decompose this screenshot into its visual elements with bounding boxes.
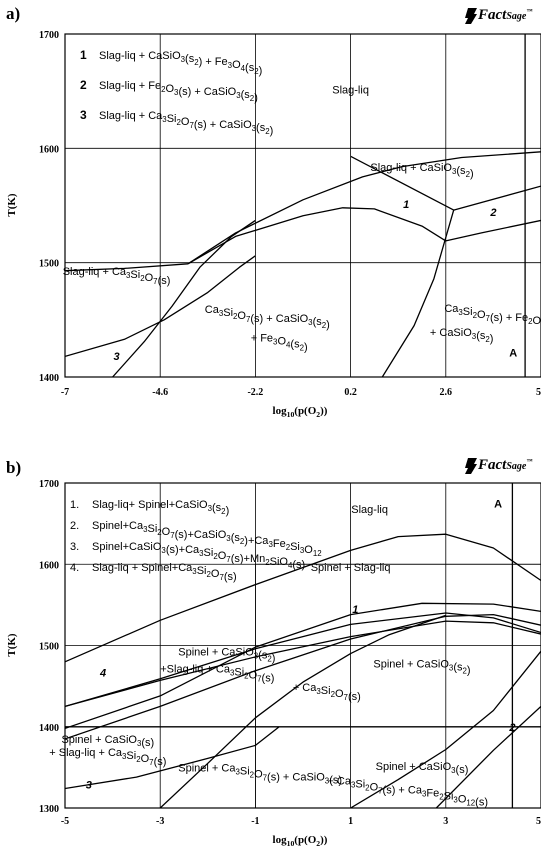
- legend-entry: Slag-liq + CaSiO3(s2) + Fe3O4(s2): [99, 50, 262, 77]
- region-marker: 4: [99, 667, 106, 679]
- panel-label: b): [6, 458, 21, 477]
- phase-boundaries: [65, 34, 541, 377]
- x-tick-label: -1: [251, 816, 259, 827]
- region-label: Spinel + CaSiO3(s): [61, 734, 154, 749]
- factsage-logo: FactSage™: [465, 7, 532, 24]
- region-label: + Fe3O4(s2): [251, 333, 308, 354]
- region-label: + Ca3Si2O7(s) + Ca3Fe2Si3O12(s): [327, 775, 488, 808]
- region-label: Spinel + CaSiO3(s2): [178, 646, 275, 664]
- factsage-logo-text: FactSage™: [477, 457, 532, 473]
- region-label: Spinel + CaSiO3(s2): [373, 658, 470, 676]
- phase-boundary-line: [65, 533, 541, 663]
- y-tick-label: 1300: [39, 804, 59, 815]
- x-tick-label: 0.2: [344, 387, 357, 398]
- factsage-logo-mark: [465, 8, 477, 24]
- panel-b: -5 -3 -1 1 3 5 1700 1600 1500 1400 1300 log10(p(O2)…: [6, 457, 541, 848]
- phase-boundary-line: [381, 209, 455, 377]
- phase-boundaries: [65, 483, 541, 808]
- x-tick-label: 5: [536, 816, 541, 827]
- region-label: Ca3Si2O7(s) + CaSiO3(s2): [205, 304, 330, 331]
- x-tick-label: -2.2: [247, 387, 263, 398]
- x-tick-label: 1: [348, 816, 353, 827]
- x-tick-label: -5: [61, 816, 69, 827]
- region-marker: 1: [352, 604, 358, 616]
- y-tick-label: 1700: [39, 30, 59, 41]
- y-tick-label: 1400: [39, 373, 59, 384]
- legend-number: 2: [80, 78, 87, 92]
- x-tick-label: 3: [443, 816, 448, 827]
- phase-boundary-line: [65, 612, 541, 708]
- region-label: Slag-liq + Ca3Si2O7(s): [63, 266, 171, 287]
- y-axis-label: T(K): [6, 633, 18, 657]
- region-label: + CaSiO3(s2): [430, 327, 494, 345]
- region-marker: 2: [489, 207, 496, 219]
- y-tick-label: 1600: [39, 144, 59, 155]
- region-marker: A: [509, 347, 517, 359]
- region-label: Spinel + Ca3Si2O7(s) + CaSiO3(s): [178, 762, 342, 786]
- legend-entry: Slag-liq + Fe2O3(s) + CaSiO3(s2): [99, 80, 258, 104]
- phase-boundary-line: [112, 219, 256, 377]
- x-tick-label: -3: [156, 816, 164, 827]
- region-label: + Slag-liq + Ca3Si2O7(s): [49, 747, 166, 768]
- y-tick-label: 1500: [39, 259, 59, 270]
- legend-number: 3.: [70, 541, 79, 553]
- legend-entry: Spinel+CaSiO3(s)+Ca3Si2O7(s)+Mn2SiO4(s): [92, 541, 305, 571]
- legend-number: 1: [80, 48, 87, 62]
- legend-number: 4.: [70, 562, 79, 574]
- x-tick-label: -4.6: [152, 387, 168, 398]
- phase-boundary-line: [65, 602, 541, 730]
- plot-frame: [64, 33, 541, 378]
- phase-boundary-line: [65, 620, 541, 708]
- phase-boundary-line: [65, 726, 280, 790]
- phase-boundary-line: [65, 613, 541, 740]
- legend-entry: Spinel+Ca3Si2O7(s)+CaSiO3(s2)+Ca3Fe2Si3O…: [92, 520, 322, 558]
- phase-boundary-line: [445, 219, 541, 242]
- region-label: Slag-liq: [332, 84, 369, 96]
- factsage-logo-text: FactSage™: [477, 7, 532, 23]
- region-marker: 1: [403, 199, 409, 211]
- factsage-logo-mark: [465, 458, 477, 474]
- phase-boundary-line: [187, 151, 541, 265]
- phase-boundary-line: [159, 614, 447, 808]
- y-tick-label: 1700: [39, 479, 59, 490]
- legend-entry: Slag-liq+ Spinel+CaSiO3(s2): [92, 499, 229, 517]
- region-label: +Slag-liq + Ca3Si2O7(s): [160, 663, 274, 684]
- x-axis-label: log10(p(O2)): [273, 834, 328, 848]
- panel-label: a): [6, 4, 20, 23]
- x-axis-label: log10(p(O2)): [273, 405, 328, 419]
- legend-number: 1.: [70, 499, 79, 511]
- phase-boundary-line: [65, 263, 189, 272]
- x-tick-label: 5: [536, 387, 541, 398]
- phase-boundary-line: [187, 207, 447, 265]
- y-axis-label: T(K): [6, 193, 18, 217]
- y-tick-label: 1600: [39, 560, 59, 571]
- x-tick-label: 2.6: [440, 387, 453, 398]
- legend-entry: Slag-liq + Spinel+Ca3Si2O7(s): [92, 562, 237, 583]
- phase-boundary-line: [435, 705, 541, 808]
- panel-a: -7 -4.6 -2.2 0.2 2.6 5 1700 1600 1500 1400 log10(p…: [6, 4, 541, 419]
- region-label: + Ca3Si2O7(s): [293, 682, 361, 703]
- region-label: Slag-liq: [351, 504, 388, 516]
- x-tick-label: -7: [61, 387, 69, 398]
- region-marker: 3: [114, 351, 120, 363]
- region-label: Spinel + CaSiO3(s): [376, 761, 469, 776]
- region-label: Spinel + Slag-liq: [311, 562, 391, 574]
- region-label: Slag-liq + CaSiO3(s2): [370, 162, 473, 180]
- region-label: Ca3Si2O7(s) + Fe2O3(s): [444, 303, 541, 330]
- legend-number: 3: [80, 108, 87, 122]
- region-marker: 3: [86, 780, 92, 792]
- gridlines: [65, 483, 541, 808]
- legend-number: 2.: [70, 520, 79, 532]
- legend-entry: Slag-liq + Ca3Si2O7(s) + CaSiO3(s2): [99, 110, 273, 137]
- y-tick-label: 1500: [39, 642, 59, 653]
- phase-boundary-line: [65, 255, 256, 358]
- region-marker: 2: [508, 722, 515, 734]
- y-tick-label: 1400: [39, 723, 59, 734]
- region-marker: A: [494, 498, 502, 510]
- phase-boundary-line: [350, 650, 541, 808]
- factsage-logo: FactSage™: [465, 457, 532, 474]
